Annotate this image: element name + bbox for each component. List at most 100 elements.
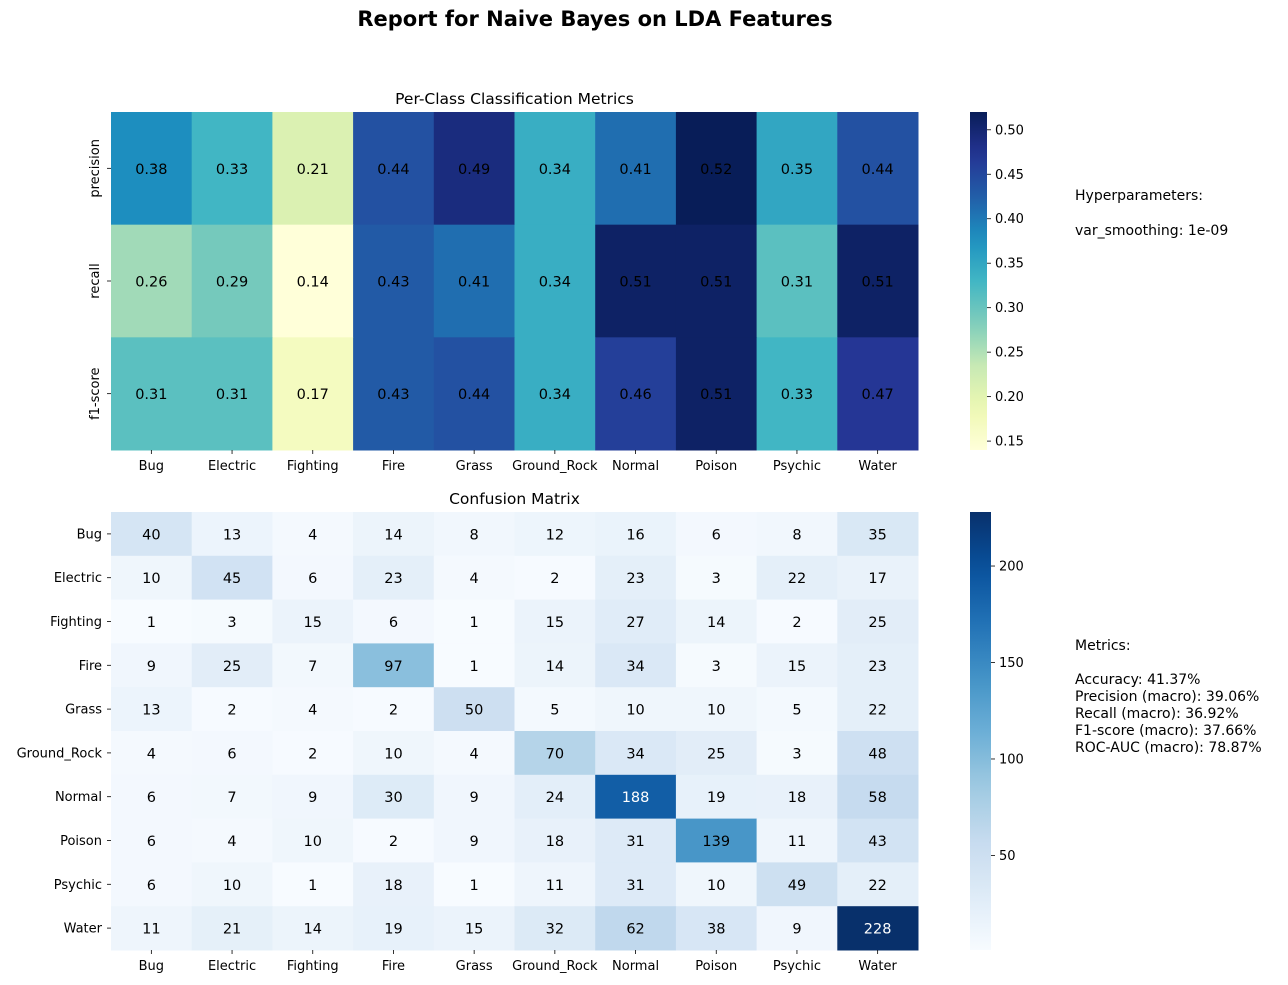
- heatmap-cell: [272, 731, 354, 776]
- cell-value-label: 0.46: [619, 387, 651, 403]
- heatmap-cell: [756, 112, 838, 226]
- metric-precision: Precision (macro): 39.06%: [1075, 689, 1260, 705]
- cell-value-label: 1: [470, 615, 479, 631]
- x-tick-label: Psychic: [773, 459, 821, 474]
- x-tick-label: Fighting: [287, 959, 339, 974]
- heatmap-cell: [595, 774, 677, 820]
- cell-value-label: 27: [626, 615, 644, 631]
- heatmap-cell: [353, 818, 435, 863]
- cell-value-label: 11: [546, 878, 564, 894]
- figure-title: Report for Naive Bayes on LDA Features: [357, 7, 832, 31]
- heatmap-cell: [111, 337, 193, 451]
- cell-value-label: 58: [868, 790, 886, 806]
- heatmap-cell: [756, 818, 838, 863]
- heatmap-cell: [675, 224, 758, 338]
- heatmap-cell: [756, 731, 838, 776]
- heatmap-cell: [191, 112, 273, 226]
- heatmap-cell: [595, 555, 677, 601]
- heatmap-cell: [675, 818, 758, 863]
- x-tick-label: Poison: [695, 459, 737, 474]
- heatmap-cell: [353, 731, 435, 776]
- cell-value-label: 0.21: [297, 162, 329, 178]
- heatmap-cell: [111, 112, 193, 226]
- cell-value-label: 0.31: [781, 275, 813, 291]
- cell-value-label: 0.31: [216, 387, 248, 403]
- cell-value-label: 23: [626, 571, 644, 587]
- heatmap-cell: [353, 599, 435, 644]
- heatmap-cell: [433, 599, 515, 644]
- heatmap-cell: [191, 731, 273, 776]
- metric-recall: Recall (macro): 36.92%: [1075, 706, 1239, 722]
- heatmap-cell: [111, 731, 193, 776]
- heatmap-cell: [595, 906, 677, 951]
- heatmap-cell: [514, 599, 596, 644]
- heatmap-cell: [111, 687, 193, 732]
- cell-value-label: 10: [142, 571, 160, 587]
- cell-value-label: 0.41: [619, 162, 651, 178]
- colorbar-tick-label: 50: [999, 849, 1016, 864]
- cell-value-label: 0.26: [135, 275, 167, 291]
- cell-value-label: 0.52: [700, 162, 732, 178]
- x-tick-label: Electric: [208, 459, 256, 474]
- heatmap-cell: [595, 112, 677, 226]
- cell-value-label: 16: [626, 527, 644, 543]
- heatmap-cell: [433, 224, 515, 338]
- heatmap-cell: [433, 112, 515, 226]
- cell-value-label: 24: [546, 790, 564, 806]
- colorbar-tick-label: 200: [999, 560, 1024, 575]
- heatmap-cell: [514, 224, 596, 338]
- cell-value-label: 0.51: [862, 275, 894, 291]
- heatmap-cell: [837, 337, 919, 451]
- cell-value-label: 17: [868, 571, 886, 587]
- cell-value-label: 5: [792, 703, 801, 719]
- cell-value-label: 1: [470, 878, 479, 894]
- colorbar: [970, 112, 987, 450]
- cell-value-label: 22: [868, 878, 886, 894]
- cell-value-label: 48: [868, 746, 886, 762]
- y-tick-label: Fire: [79, 659, 102, 674]
- cell-value-label: 22: [868, 703, 886, 719]
- x-tick-label: Ground_Rock: [512, 959, 598, 974]
- cell-value-label: 8: [470, 527, 479, 543]
- cell-value-label: 11: [142, 922, 160, 938]
- cell-value-label: 13: [223, 527, 241, 543]
- y-tick-label: precision: [88, 139, 103, 198]
- cell-value-label: 3: [712, 571, 721, 587]
- x-tick-label: Bug: [139, 959, 164, 974]
- heatmap-cell: [272, 818, 354, 863]
- chart-title: Confusion Matrix: [449, 490, 580, 508]
- heatmap-cell: [837, 555, 919, 601]
- cell-value-label: 10: [384, 746, 402, 762]
- cell-value-label: 3: [227, 615, 236, 631]
- cell-value-label: 2: [227, 703, 236, 719]
- cell-value-label: 25: [707, 746, 725, 762]
- y-tick-label: Psychic: [54, 878, 102, 893]
- heatmap-cell: [272, 112, 354, 226]
- cell-value-label: 38: [707, 922, 725, 938]
- heatmap-cell: [433, 818, 515, 863]
- heatmap-cell: [756, 687, 838, 732]
- cell-value-label: 2: [308, 746, 317, 762]
- cell-value-label: 9: [147, 659, 156, 675]
- heatmap-cell: [272, 555, 354, 601]
- x-tick-label: Fighting: [287, 459, 339, 474]
- heatmap-cell: [837, 687, 919, 732]
- cell-value-label: 10: [304, 834, 322, 850]
- x-tick-label: Psychic: [773, 959, 821, 974]
- heatmap-cell: [433, 906, 515, 951]
- colorbar: [970, 512, 991, 950]
- cell-value-label: 0.14: [297, 275, 329, 291]
- cell-value-label: 9: [470, 790, 479, 806]
- y-tick-label: Normal: [55, 790, 102, 805]
- cell-value-label: 0.41: [458, 275, 490, 291]
- cell-value-label: 3: [712, 659, 721, 675]
- heatmap-cell: [514, 774, 596, 820]
- cell-value-label: 139: [702, 834, 730, 850]
- heatmap-cell: [272, 599, 354, 644]
- heatmap-cell: [353, 687, 435, 732]
- heatmap-cell: [675, 906, 758, 951]
- cell-value-label: 0.34: [539, 275, 571, 291]
- cell-value-label: 0.43: [377, 275, 409, 291]
